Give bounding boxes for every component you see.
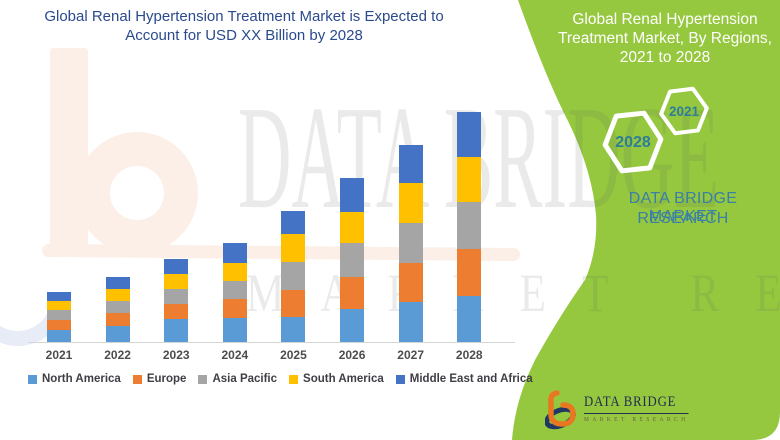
x-axis-label-2023: 2023 [162, 348, 190, 362]
legend-item-asia-pacific: Asia Pacific [198, 373, 277, 385]
hexagon-2021-label: 2021 [668, 104, 700, 119]
segment-asia-pacific-2021 [47, 310, 71, 320]
legend-label-europe: Europe [146, 373, 187, 385]
legend-swatch-south-america [289, 374, 299, 384]
segment-north-america-2024 [222, 318, 247, 342]
logo-tagline: MARKET RESEARCH [584, 415, 689, 423]
banner-shape [512, 0, 780, 440]
bar-2024 [222, 243, 247, 342]
legend-item-europe: Europe [132, 373, 187, 385]
legend-item-south-america: South America [289, 373, 384, 385]
segment-middle-east-and-africa-2025 [281, 211, 306, 234]
legend-label-middle-east-and-africa: Middle East and Africa [409, 373, 533, 385]
x-axis-label-2027: 2027 [397, 348, 424, 362]
banner-title-line-3: 2021 to 2028 [619, 49, 711, 66]
legend-label-north-america: North America [42, 373, 121, 385]
legend-label-asia-pacific: Asia Pacific [212, 373, 278, 385]
segment-south-america-2025 [281, 234, 306, 262]
segment-middle-east-and-africa-2021 [47, 292, 71, 301]
segment-middle-east-and-africa-2028 [457, 112, 482, 157]
legend-item-middle-east-and-africa: Middle East and Africa [395, 373, 533, 385]
brand-name-line-2: RESEARCH [637, 210, 729, 227]
segment-europe-2021 [47, 320, 71, 330]
segment-middle-east-and-africa-2027 [398, 145, 423, 183]
segment-middle-east-and-africa-2022 [105, 277, 130, 289]
banner-title-line-1: Global Renal Hypertension [572, 11, 758, 28]
segment-south-america-2024 [222, 263, 247, 281]
banner-title-line-2: Treatment Market, By Regions, [558, 30, 772, 47]
segment-europe-2025 [281, 290, 306, 317]
segment-north-america-2022 [105, 326, 130, 342]
chart-legend: North America Europe Asia Pacific South Ame… [28, 373, 533, 385]
segment-south-america-2026 [340, 212, 365, 243]
segment-north-america-2028 [457, 296, 482, 342]
chart-title: Global Renal Hypertension Treatment Mark… [14, 7, 474, 45]
segment-asia-pacific-2026 [340, 243, 365, 277]
legend-swatch-north-america [28, 374, 37, 384]
x-axis-label-2026: 2026 [338, 348, 366, 362]
brand-name-line-1: DATA BRIDGE MARKET [628, 190, 738, 225]
legend-label-south-america: South America [303, 373, 384, 385]
segment-asia-pacific-2025 [281, 262, 306, 290]
bar-2023 [164, 259, 189, 342]
bar-plot [47, 112, 482, 342]
chart-title-line-2: Account for USD XX Billion by 2028 [125, 27, 363, 44]
segment-north-america-2023 [164, 319, 189, 342]
logo-name: DATA BRIDGE [584, 394, 689, 414]
bar-2022 [105, 277, 130, 342]
segment-asia-pacific-2028 [457, 202, 482, 249]
segment-south-america-2028 [457, 157, 482, 202]
segment-europe-2027 [398, 263, 423, 302]
segment-asia-pacific-2027 [398, 223, 423, 263]
segment-north-america-2025 [281, 317, 306, 342]
bar-2025 [281, 211, 306, 342]
segment-south-america-2023 [164, 274, 189, 289]
segment-europe-2023 [164, 304, 189, 319]
segment-asia-pacific-2024 [222, 281, 247, 299]
legend-item-north-america: North America [28, 373, 121, 385]
segment-south-america-2022 [105, 289, 130, 301]
segment-asia-pacific-2022 [105, 301, 130, 313]
bar-2026 [340, 178, 365, 342]
segment-north-america-2026 [340, 309, 365, 342]
segment-south-america-2021 [47, 301, 71, 310]
segment-north-america-2021 [47, 330, 71, 342]
segment-south-america-2027 [398, 183, 423, 223]
segment-asia-pacific-2023 [164, 289, 189, 304]
bar-2021 [47, 292, 71, 342]
chart-title-line-1: Global Renal Hypertension Treatment Mark… [44, 8, 444, 25]
banner-title: Global Renal Hypertension Treatment Mark… [555, 10, 775, 67]
segment-europe-2028 [457, 249, 482, 296]
x-axis-label-2025: 2025 [280, 348, 307, 362]
x-axis-line [28, 342, 515, 343]
segment-middle-east-and-africa-2023 [164, 259, 189, 274]
bar-2027 [398, 145, 423, 342]
legend-swatch-asia-pacific [198, 374, 208, 384]
segment-europe-2026 [340, 277, 365, 309]
data-bridge-logo-text: DATA BRIDGE MARKET RESEARCH [584, 394, 689, 423]
data-bridge-logo-icon [545, 390, 576, 430]
x-axis-label-2024: 2024 [221, 348, 249, 362]
bar-2028 [457, 112, 482, 342]
segment-europe-2024 [222, 299, 247, 318]
x-axis-label-2028: 2028 [455, 348, 483, 362]
hexagon-2028-label: 2028 [615, 134, 651, 151]
legend-swatch-europe [132, 374, 142, 384]
x-axis-label-2021: 2021 [45, 348, 73, 362]
segment-north-america-2027 [398, 302, 423, 342]
x-axis-label-2022: 2022 [104, 348, 131, 362]
segment-europe-2022 [105, 313, 130, 326]
segment-middle-east-and-africa-2026 [340, 178, 365, 212]
segment-middle-east-and-africa-2024 [222, 243, 247, 263]
legend-swatch-middle-east-and-africa [395, 374, 405, 384]
